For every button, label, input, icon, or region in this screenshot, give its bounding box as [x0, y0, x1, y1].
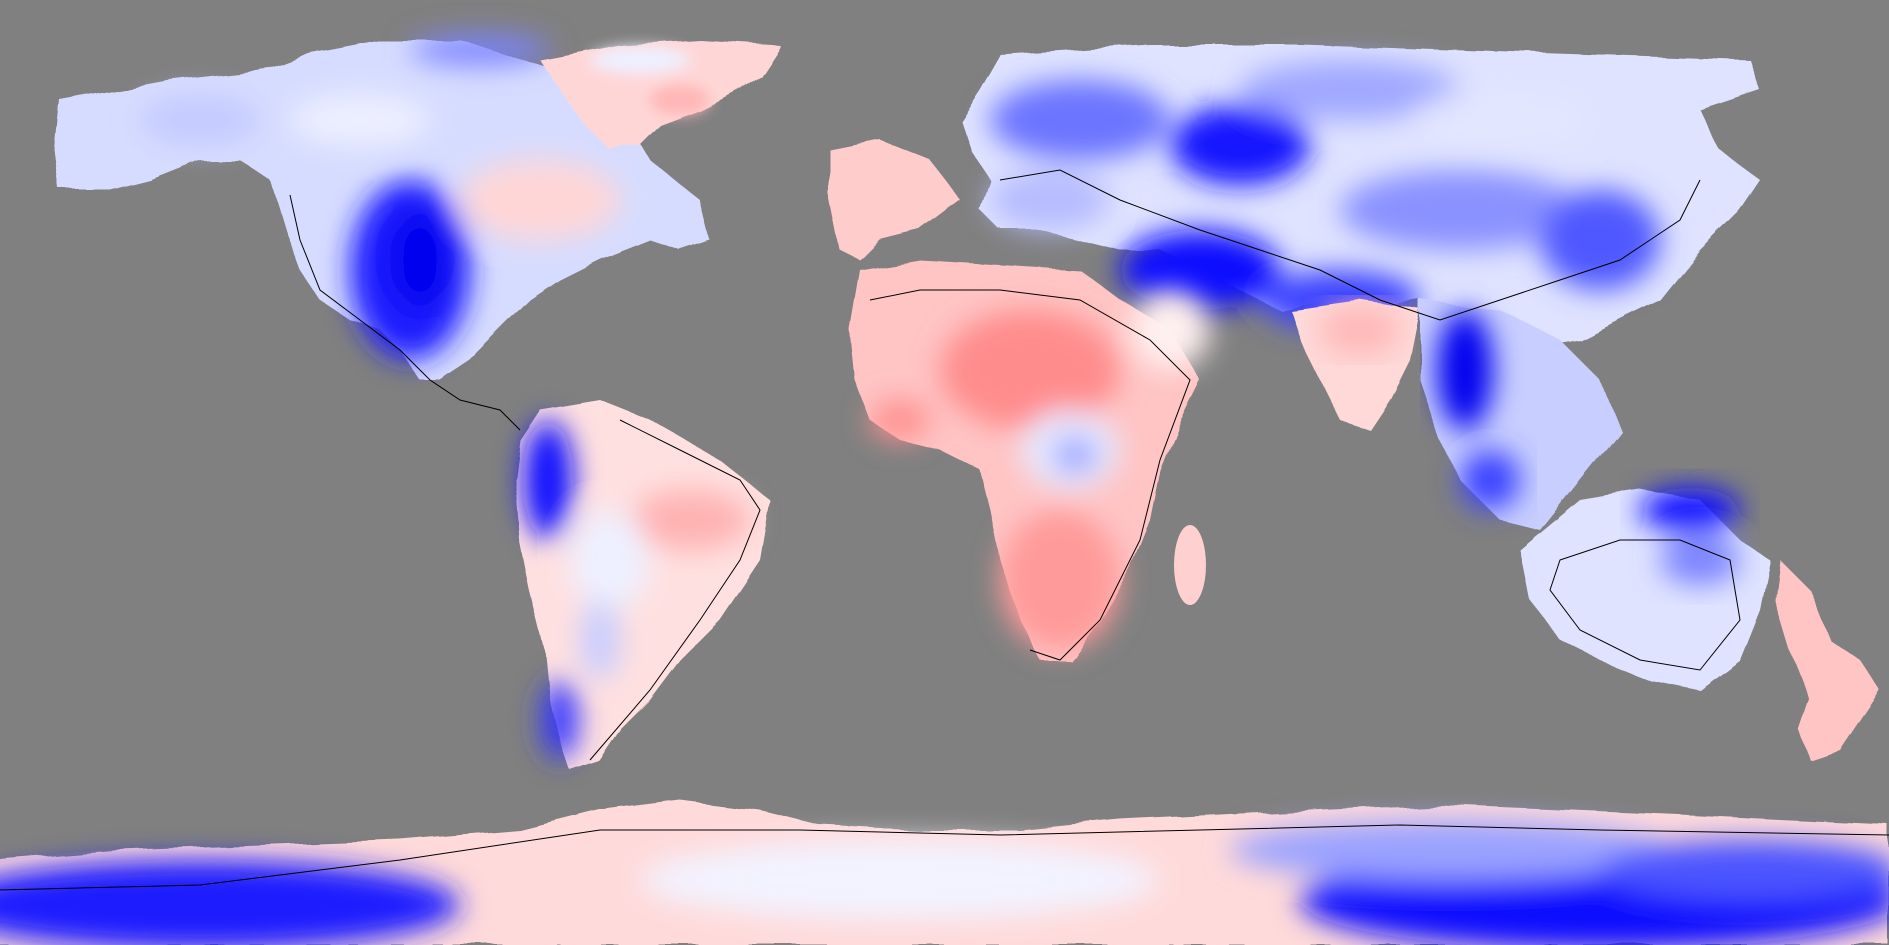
- greenland-region: [540, 40, 780, 150]
- south-asia-region: [1290, 300, 1420, 430]
- australia-region: [1520, 488, 1880, 760]
- antarctica-region: [0, 800, 1889, 945]
- eurasia-region: [830, 45, 1760, 350]
- southeast-asia-region: [1420, 300, 1620, 530]
- south-america-region: [515, 400, 770, 770]
- africa-region: [850, 260, 1210, 660]
- madagascar-region: [1174, 525, 1206, 605]
- coastlines: [0, 169, 1889, 891]
- north-america-region: [55, 35, 710, 380]
